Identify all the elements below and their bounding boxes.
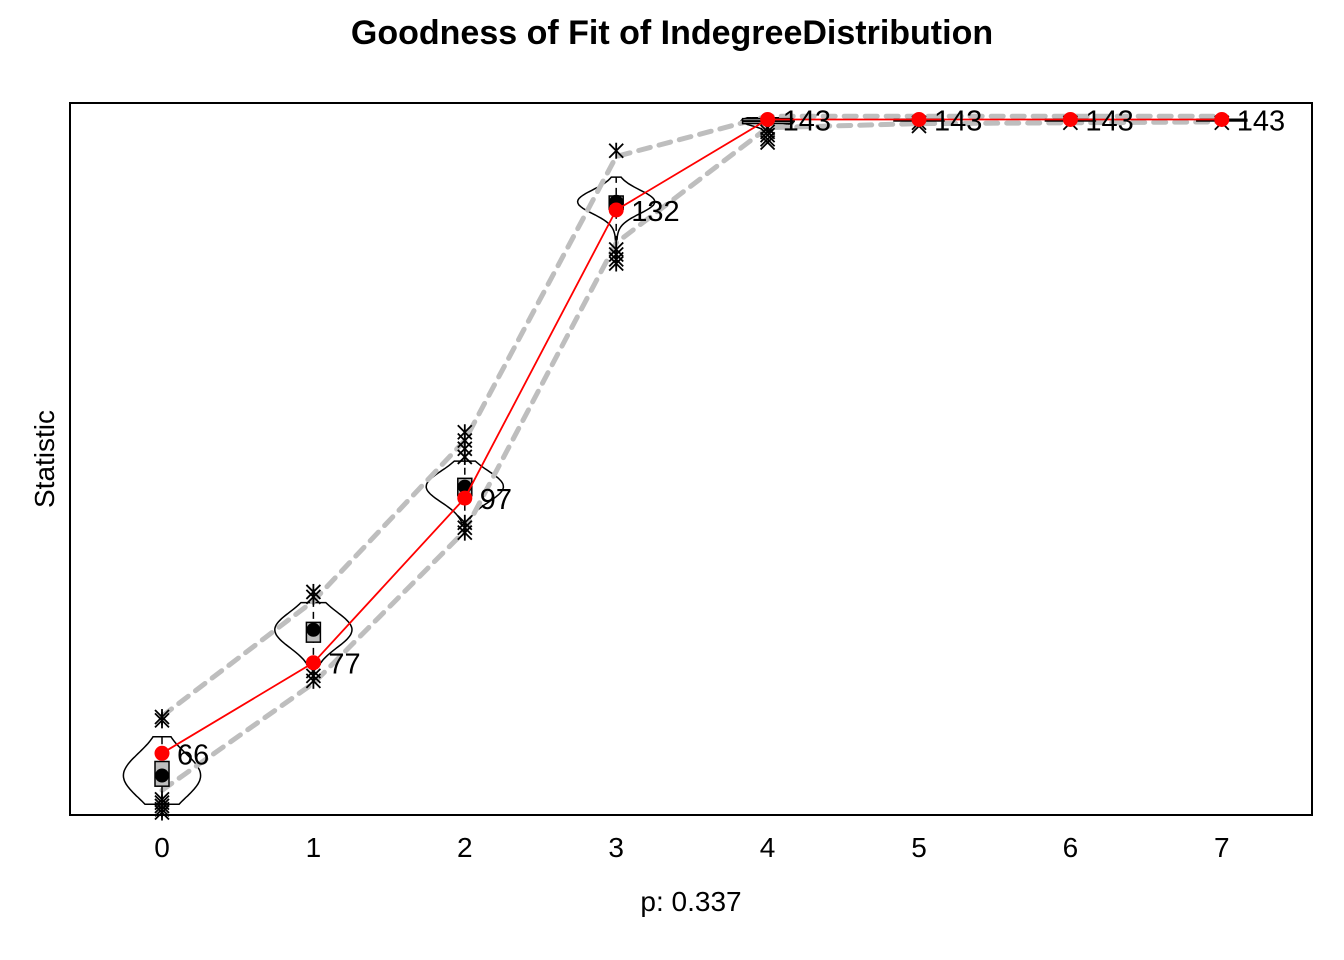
outlier-marker (457, 514, 473, 531)
outlier-marker (305, 583, 322, 600)
observed-value-label-1: 77 (328, 649, 360, 681)
x-tick-label-3: 3 (608, 832, 624, 863)
chart-title: Goodness of Fit of IndegreeDistribution (351, 14, 993, 52)
observed-line (161, 118, 1222, 755)
y-axis-label: Statistic (29, 410, 60, 508)
observed-point-4 (760, 111, 776, 127)
outlier-marker (759, 124, 776, 140)
violin-0 (122, 736, 202, 806)
interval-band-lower (159, 119, 1225, 793)
x-tick-label-6: 6 (1063, 832, 1079, 863)
interval-band-upper (159, 113, 1225, 719)
observed-value-label-2: 97 (480, 484, 512, 516)
outlier-marker (608, 142, 624, 159)
violin-1 (274, 601, 353, 668)
outlier-marker (759, 127, 776, 143)
observed-value-label-0: 66 (177, 739, 209, 771)
observed-point-0 (154, 745, 170, 761)
outlier-marker (608, 241, 624, 258)
observed-point-6 (1062, 111, 1078, 127)
x-axis: 0 1 2 3 4 5 6 7 (154, 832, 1229, 863)
violins-layer (122, 117, 795, 806)
observed-point-5 (911, 111, 927, 127)
x-tick-label-2: 2 (457, 832, 473, 863)
observed-value-label-3: 132 (631, 196, 679, 228)
plot-frame (69, 102, 1313, 816)
outlier-marker (154, 791, 170, 808)
observed-point-7 (1214, 111, 1230, 127)
observed-value-label-7: 143 (1237, 105, 1285, 137)
observed-point-2 (457, 490, 473, 506)
x-tick-label-7: 7 (1214, 832, 1230, 863)
violin-2 (425, 460, 505, 524)
outlier-marker (759, 134, 776, 151)
observed-point-3 (608, 202, 624, 218)
x-tick-label-4: 4 (760, 832, 776, 863)
observed-value-label-6: 143 (1085, 105, 1133, 137)
median-marker-0 (155, 768, 169, 783)
x-tick-label-0: 0 (154, 832, 170, 863)
outlier-marker (759, 131, 776, 147)
x-tick-label-1: 1 (306, 832, 322, 863)
boxplots-layer (154, 115, 1248, 821)
observed-value-label-5: 143 (934, 105, 982, 137)
median-marker-1 (306, 622, 321, 637)
x-axis-label: p: 0.337 (640, 886, 741, 917)
interval-bands-layer (159, 113, 1225, 793)
violin-3 (576, 176, 656, 244)
outlier-marker (154, 709, 170, 726)
outlier-marker (457, 424, 473, 441)
observed-series-layer: 66 77 97 132 143 143 143 143 (154, 105, 1285, 771)
x-tick-label-5: 5 (911, 832, 927, 863)
observed-point-1 (305, 655, 321, 671)
observed-value-label-4: 143 (783, 105, 831, 137)
